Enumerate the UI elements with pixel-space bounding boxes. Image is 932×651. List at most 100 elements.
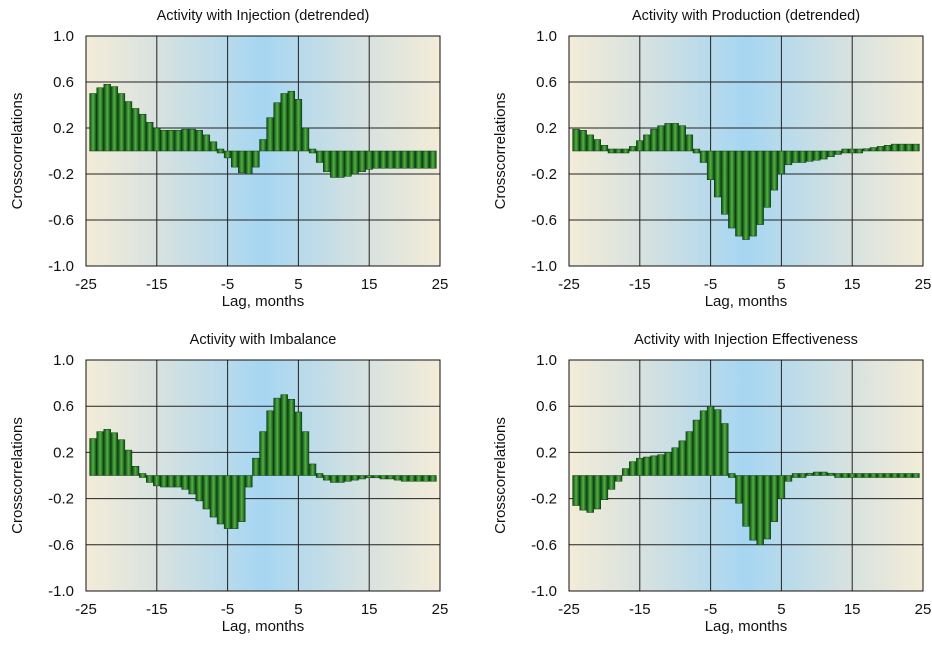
bar [600, 475, 609, 501]
bar [607, 475, 616, 490]
chart-production: 1.0 0.6 0.2 -0.2 -0.6 -1.0-25 -15 -5 5 15 25 Activi… [492, 8, 932, 310]
x-tick-label: -25 [558, 601, 580, 618]
bar [351, 150, 359, 175]
bar [586, 475, 594, 513]
bar [96, 431, 104, 476]
bar [890, 143, 899, 152]
y-tick-label: 1.0 [536, 352, 557, 369]
x-tick-label: 25 [915, 276, 932, 293]
bar [742, 475, 750, 527]
x-axis-label: Lag, months [705, 618, 788, 635]
x-tick-label: 25 [432, 601, 449, 618]
bar [650, 455, 658, 476]
bar [301, 431, 310, 476]
bar [223, 150, 232, 159]
y-tick-label: 0.2 [53, 444, 74, 461]
bar [742, 150, 750, 240]
bar [415, 475, 423, 482]
bar [287, 90, 296, 152]
bar [735, 150, 743, 237]
bar [890, 473, 899, 478]
bar [621, 148, 630, 154]
bar [721, 423, 729, 476]
bar [678, 440, 686, 476]
bar [770, 150, 779, 191]
bar [365, 150, 373, 170]
bar [685, 431, 694, 476]
x-tick-label: 5 [294, 601, 302, 618]
bar [273, 397, 281, 476]
bar [706, 150, 715, 180]
x-tick-label: -5 [221, 276, 234, 293]
x-tick-label: 25 [432, 276, 449, 293]
bar [784, 475, 793, 482]
bar [820, 150, 828, 160]
bar [848, 473, 856, 478]
bar [798, 150, 807, 163]
bar [230, 150, 239, 168]
y-tick-label: -0.6 [531, 212, 557, 229]
bar [813, 150, 821, 161]
bar [131, 108, 140, 152]
bar [614, 475, 623, 482]
bar [614, 148, 623, 154]
bar [230, 475, 239, 529]
bar [252, 457, 260, 476]
bar [657, 125, 665, 152]
y-axis-label: Crosscorrelations [492, 93, 509, 210]
bar [905, 143, 913, 152]
x-tick-label: -15 [629, 601, 651, 618]
bar [89, 438, 97, 476]
bar [386, 150, 395, 169]
panel-production: 1.0 0.6 0.2 -0.2 -0.6 -1.0 -25 -15 -5 5 15 25 Activi… [483, 0, 932, 326]
bar [862, 473, 871, 478]
bar [770, 475, 779, 522]
bar [777, 475, 786, 499]
bar [827, 150, 835, 157]
bar [692, 419, 701, 476]
bar [763, 150, 771, 208]
x-tick-label: -25 [75, 601, 97, 618]
y-tick-label: -0.2 [48, 166, 74, 183]
bar [365, 475, 373, 479]
bar [344, 475, 352, 482]
bar [735, 475, 743, 504]
bar [195, 475, 203, 502]
bar [308, 148, 317, 154]
bar [429, 475, 437, 482]
bar [301, 127, 310, 152]
panel-imbalance: 1.0 0.6 0.2 -0.2 -0.6 -1.0 -25 -15 -5 5 15 25 Activi… [0, 326, 466, 651]
y-tick-label: 0.2 [536, 444, 557, 461]
bar [834, 150, 842, 155]
bar [358, 150, 366, 172]
y-tick-label: 1.0 [536, 28, 557, 45]
bar [393, 475, 402, 481]
y-tick-label: -0.6 [531, 537, 557, 554]
x-tick-label: 5 [777, 601, 785, 618]
y-tick-label: -0.6 [48, 212, 74, 229]
y-tick-label: 1.0 [53, 28, 74, 45]
y-tick-label: -1.0 [48, 258, 74, 275]
bar [110, 86, 119, 152]
bar [713, 150, 722, 198]
bar [422, 475, 430, 482]
bar [671, 123, 679, 152]
bar [806, 472, 814, 476]
bar [386, 475, 395, 480]
x-axis-label: Lag, months [222, 293, 305, 310]
bar [181, 128, 189, 152]
bar [699, 410, 708, 476]
bar [706, 405, 715, 476]
bar [834, 473, 842, 478]
x-tick-label: -25 [558, 276, 580, 293]
bar [294, 99, 303, 152]
bar [287, 399, 296, 476]
bar [400, 150, 409, 169]
bar [898, 143, 906, 152]
x-tick-label: 15 [361, 276, 378, 293]
bar [323, 475, 331, 481]
y-tick-label: 0.6 [53, 74, 74, 91]
y-tick-label: -0.2 [531, 166, 557, 183]
bar [393, 150, 402, 169]
bar [337, 150, 345, 178]
